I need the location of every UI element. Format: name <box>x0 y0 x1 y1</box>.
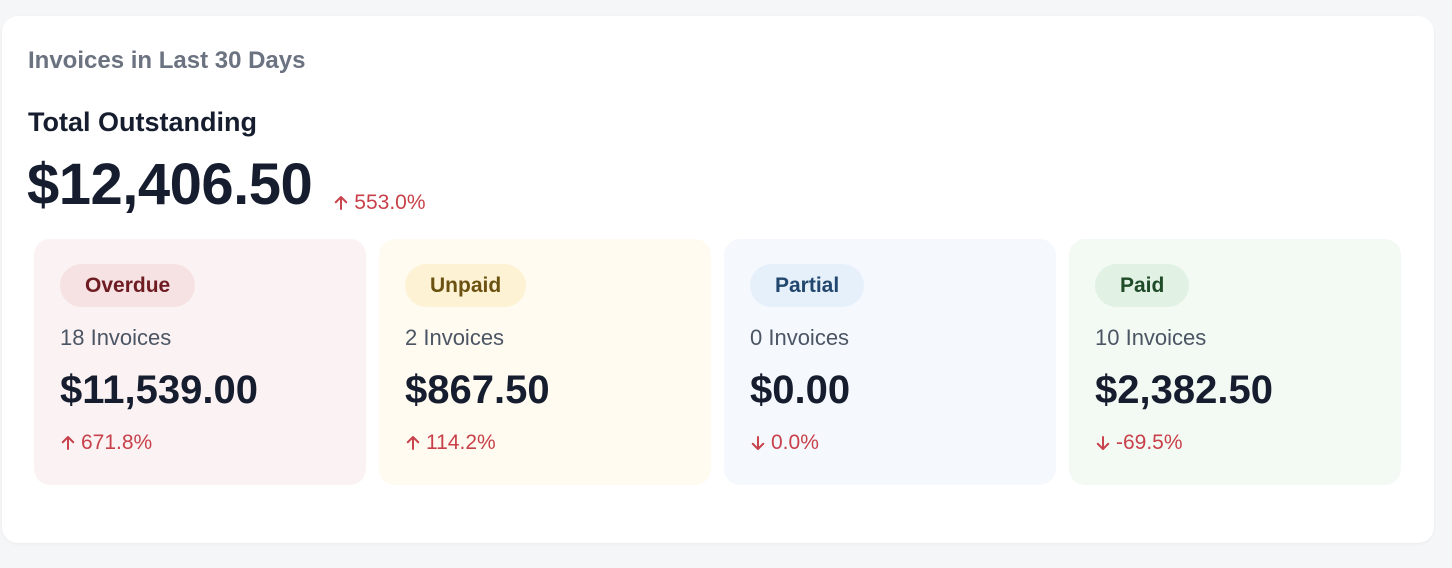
tile-overdue[interactable]: Overdue 18 Invoices $11,539.00 671.8% <box>34 239 366 485</box>
arrow-up-icon <box>335 196 348 210</box>
arrow-up-icon <box>61 436 75 450</box>
total-outstanding-amount: $12,406.50 <box>27 152 313 217</box>
invoice-change: 0.0% <box>749 430 819 456</box>
invoice-change-value: 114.2% <box>426 431 496 454</box>
status-badge-unpaid: Unpaid <box>405 264 527 307</box>
invoice-change: 671.8% <box>59 430 152 456</box>
invoice-change-value: 0.0% <box>771 431 819 454</box>
tile-partial[interactable]: Partial 0 Invoices $0.00 0.0% <box>724 239 1056 485</box>
arrow-up-icon <box>406 436 420 450</box>
status-tiles: Overdue 18 Invoices $11,539.00 671.8% Un… <box>34 239 1401 485</box>
total-outstanding-label: Total Outstanding <box>28 107 257 137</box>
invoice-amount: $2,382.50 <box>1095 368 1273 412</box>
invoices-summary-card: Invoices in Last 30 Days Total Outstandi… <box>2 16 1434 543</box>
card-title: Invoices in Last 30 Days <box>28 47 306 74</box>
status-badge-overdue: Overdue <box>60 264 196 307</box>
invoice-change-value: 671.8% <box>81 431 153 454</box>
invoice-amount: $0.00 <box>750 368 851 412</box>
status-badge-paid: Paid <box>1095 264 1190 307</box>
tile-unpaid[interactable]: Unpaid 2 Invoices $867.50 114.2% <box>379 239 711 485</box>
invoice-count: 18 Invoices <box>60 325 172 350</box>
invoice-amount: $11,539.00 <box>60 368 258 412</box>
total-outstanding-change: 553.0% <box>332 190 426 216</box>
tile-paid[interactable]: Paid 10 Invoices $2,382.50 -69.5% <box>1069 239 1401 485</box>
invoice-count: 0 Invoices <box>750 325 850 350</box>
status-badge-partial: Partial <box>750 264 865 307</box>
invoice-change: -69.5% <box>1094 430 1183 456</box>
arrow-down-icon <box>751 436 765 450</box>
arrow-down-icon <box>1096 436 1110 450</box>
invoice-count: 10 Invoices <box>1095 325 1207 350</box>
invoice-count: 2 Invoices <box>405 325 505 350</box>
invoice-amount: $867.50 <box>405 368 550 412</box>
invoice-change-value: -69.5% <box>1116 431 1183 454</box>
total-outstanding-change-value: 553.0% <box>354 191 426 214</box>
invoice-change: 114.2% <box>404 430 496 456</box>
total-outstanding-row: $12,406.50 553.0% <box>27 150 426 220</box>
